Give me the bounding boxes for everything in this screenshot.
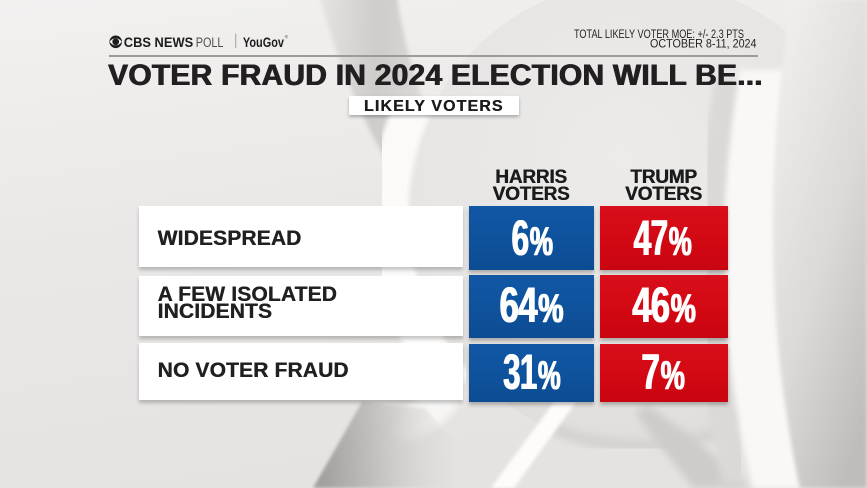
svg-text:OCTOBER 8-11, 2024: OCTOBER 8-11, 2024: [650, 37, 757, 51]
svg-text:POLL: POLL: [196, 35, 224, 50]
svg-text:TOTAL LIKELY VOTER MOE: +/- 2.: TOTAL LIKELY VOTER MOE: +/- 2.3 PTS: [574, 27, 744, 41]
svg-text:YouGov: YouGov: [243, 35, 284, 50]
svg-text:®: ®: [285, 34, 289, 40]
svg-text:CBS NEWS: CBS NEWS: [124, 35, 193, 50]
